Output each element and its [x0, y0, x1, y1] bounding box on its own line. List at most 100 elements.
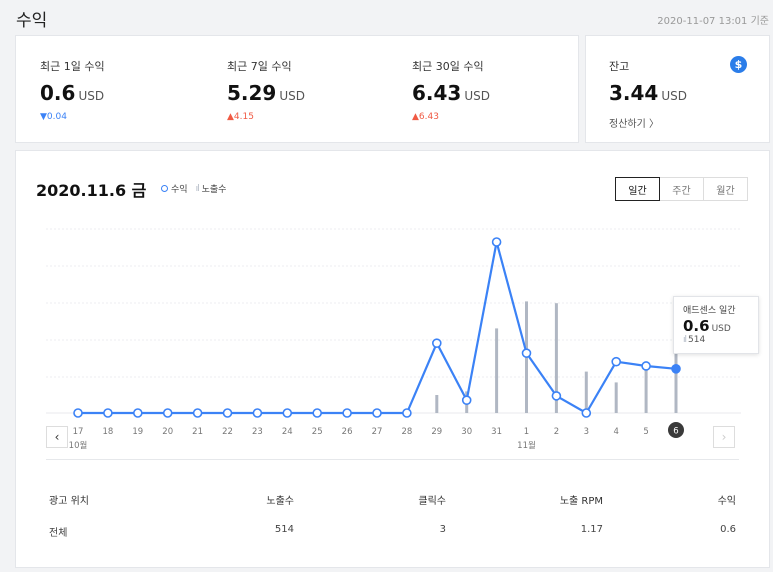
x-tick-label: 29 — [431, 427, 442, 437]
revenue-point — [222, 408, 233, 418]
x-tick-label: 22 — [222, 427, 233, 437]
revenue-point — [402, 408, 412, 418]
x-tick-label: 24 — [282, 427, 293, 437]
dollar-icon: $ — [730, 56, 747, 73]
page-title: 수익 — [16, 11, 48, 31]
revenue-point — [342, 408, 352, 418]
cell-impressions: 514 — [274, 524, 294, 535]
next-button[interactable]: › — [713, 426, 735, 448]
stat-value: 5.29 USD — [227, 81, 305, 105]
stat-value: 6.43 USD — [412, 81, 490, 105]
revenue-point — [252, 408, 263, 418]
impression-bar — [554, 303, 558, 413]
x-tick-label: 28 — [401, 427, 412, 437]
impression-bar — [644, 369, 648, 413]
divider — [46, 459, 739, 460]
chart-card: 2020.11.6 금 수익 ıl 노출수 일간 주간 월간 17 18 19 20 21… — [15, 150, 770, 568]
tab-daily[interactable]: 일간 — [615, 177, 660, 201]
revenue-point — [282, 408, 293, 418]
down-arrow-icon: ▼ — [40, 112, 47, 122]
x-tick-label: 31 — [491, 427, 502, 437]
prev-button[interactable]: ‹ — [46, 426, 68, 448]
x-tick-label: 19 — [132, 427, 143, 437]
x-tick-label: 30 — [461, 427, 472, 437]
col-header-revenue: 수익 — [717, 496, 736, 507]
revenue-point — [372, 408, 382, 418]
x-tick-label: 18 — [102, 427, 113, 437]
cell-placement: 전체 — [49, 528, 68, 539]
revenue-point — [551, 391, 562, 401]
stat-label: 최근 7일 수익 — [227, 60, 292, 73]
revenue-point — [162, 408, 173, 418]
stat-label: 최근 1일 수익 — [40, 60, 105, 73]
revenue-point — [521, 348, 532, 358]
revenue-point — [461, 395, 472, 405]
cell-clicks: 3 — [439, 524, 446, 535]
col-header-rpm: 노출 RPM — [559, 496, 603, 507]
col-header-impressions: 노출수 — [266, 496, 294, 507]
impression-bar — [584, 371, 588, 413]
bar-chart-icon: ıl — [683, 335, 687, 345]
stat-30day: 최근 30일 수익 6.43 USD ▲6.43 — [412, 58, 490, 122]
impression-bar — [435, 395, 439, 413]
chart-tooltip: 애드센스 일간 0.6 USD ıl 514 — [673, 296, 759, 354]
tab-monthly[interactable]: 월간 — [703, 177, 748, 201]
revenue-point — [103, 408, 113, 418]
col-header-clicks: 클릭수 — [418, 496, 446, 507]
x-tick-label: 27 — [372, 427, 383, 437]
legend-impressions: ıl 노출수 — [195, 183, 227, 196]
balance-stat: 잔고 3.44 USD 정산하기 〉 — [609, 58, 687, 130]
tooltip-impressions: ıl 514 — [683, 335, 706, 345]
stat-label: 최근 30일 수익 — [412, 60, 484, 73]
x-tick-label: 25 — [312, 427, 323, 437]
stat-value: 0.6 USD — [40, 81, 105, 105]
tooltip-value: 0.6 USD — [683, 317, 731, 335]
stat-7day: 최근 7일 수익 5.29 USD ▲4.15 — [227, 58, 305, 122]
chart-legend: 수익 ıl 노출수 — [161, 182, 226, 195]
revenue-point — [312, 408, 323, 418]
timestamp: 2020-11-07 13:01 기준 — [657, 16, 769, 27]
revenue-point — [641, 361, 651, 371]
x-tick-label: 21 — [192, 427, 203, 437]
revenue-point — [192, 408, 203, 418]
selected-date-badge — [668, 422, 684, 438]
x-tick-label: 4 — [613, 427, 618, 437]
circle-icon — [161, 185, 168, 192]
x-tick-label: 5 — [643, 427, 648, 437]
cell-rpm: 1.17 — [580, 524, 603, 535]
revenue-point — [133, 408, 143, 418]
up-arrow-icon: ▲ — [412, 112, 419, 122]
revenue-point — [581, 408, 592, 418]
stat-change: ▲6.43 — [412, 112, 439, 122]
impression-bar — [495, 328, 499, 413]
x-tick-label: 20 — [162, 427, 173, 437]
legend-revenue: 수익 — [161, 182, 188, 195]
x-tick-label: 2 — [554, 427, 559, 437]
revenue-point — [611, 356, 622, 367]
impression-bar — [614, 382, 618, 413]
balance-value: 3.44 USD — [609, 81, 687, 105]
period-tabs: 일간 주간 월간 — [615, 177, 748, 201]
x-tick-label: 26 — [342, 427, 353, 437]
x-tick-label: 6 — [673, 427, 678, 437]
settle-link[interactable]: 정산하기 〉 — [609, 119, 659, 130]
selected-point — [671, 364, 681, 374]
x-tick-label: 1 — [524, 427, 529, 437]
cell-revenue: 0.6 — [720, 524, 736, 535]
month-label: 10월 — [69, 440, 88, 451]
stat-change: ▲4.15 — [227, 112, 254, 122]
chart-date: 2020.11.6 금 — [36, 181, 147, 200]
revenue-point — [73, 408, 83, 418]
up-arrow-icon: ▲ — [227, 112, 234, 122]
col-header-placement: 광고 위치 — [49, 496, 89, 507]
stat-change: ▼0.04 — [40, 112, 67, 122]
balance-card: 잔고 3.44 USD 정산하기 〉 $ — [585, 35, 770, 143]
summary-card: 최근 1일 수익 0.6 USD ▼0.04 최근 7일 수익 5.29 USD ▲… — [15, 35, 579, 143]
x-tick-label: 3 — [584, 427, 589, 437]
bar-chart-icon: ıl — [195, 183, 200, 194]
revenue-point — [431, 338, 442, 348]
revenue-point — [491, 237, 502, 247]
x-tick-label: 17 — [73, 427, 84, 437]
balance-label: 잔고 — [609, 60, 630, 73]
